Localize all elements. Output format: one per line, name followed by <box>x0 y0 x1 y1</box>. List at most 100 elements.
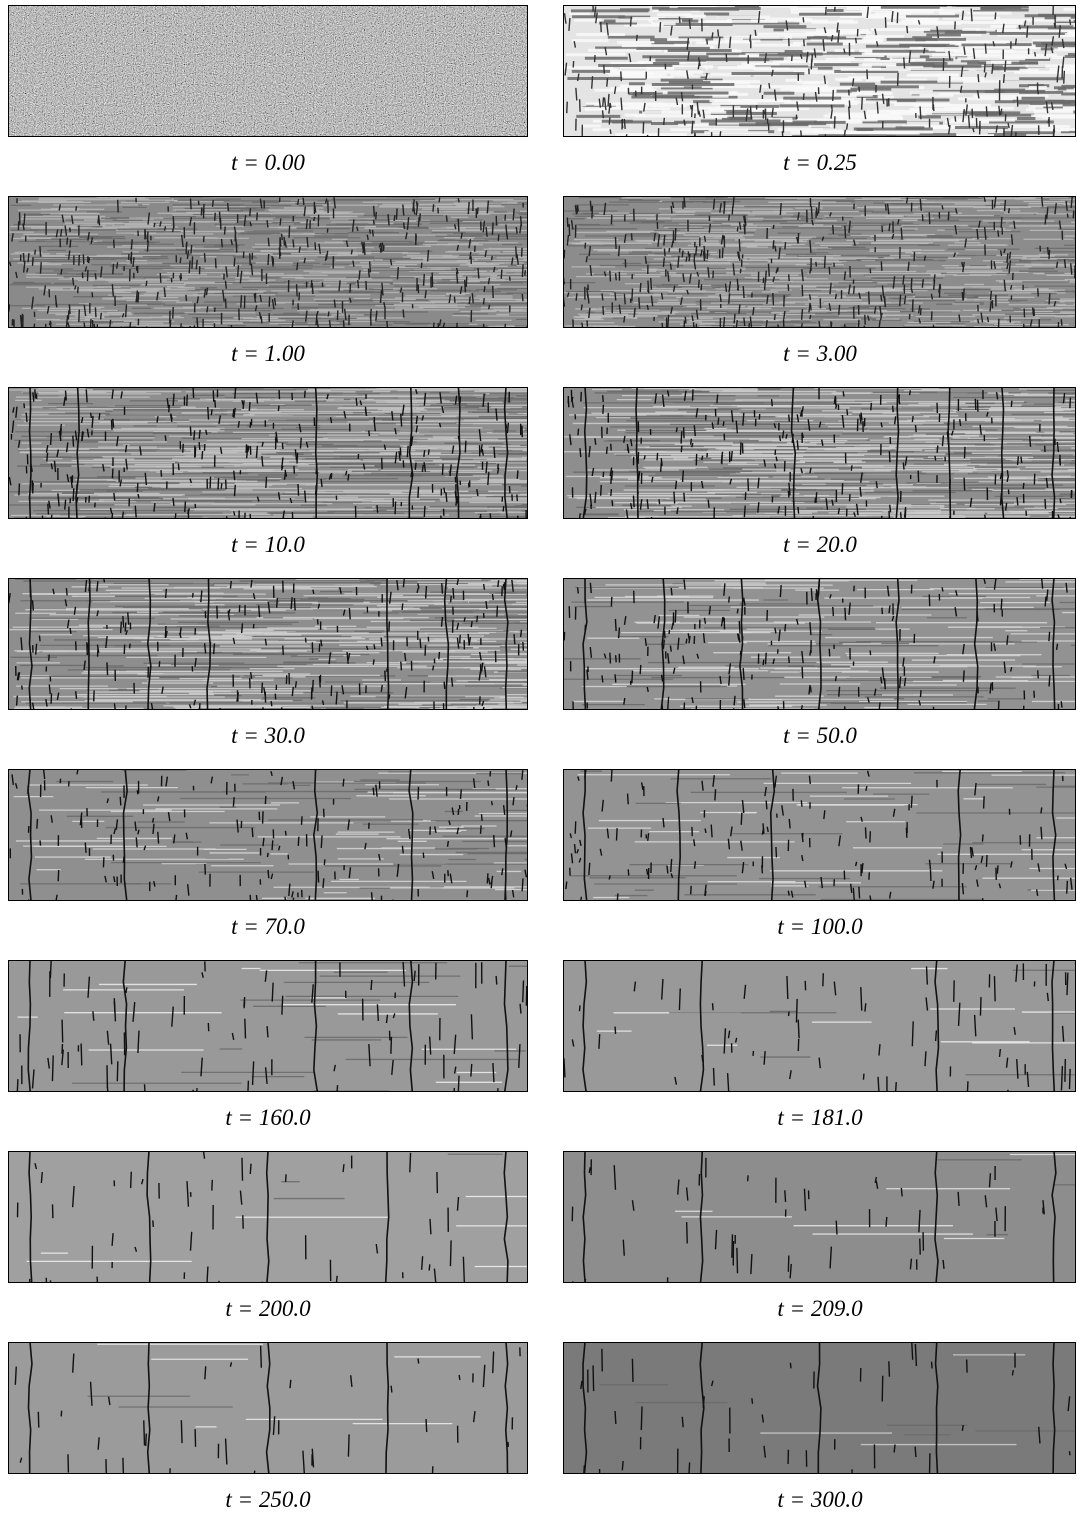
defect <box>126 304 127 317</box>
defect <box>699 280 700 288</box>
defect <box>789 415 790 422</box>
defect <box>839 305 840 315</box>
defect <box>24 403 25 408</box>
defect <box>637 35 638 41</box>
defect <box>998 230 999 236</box>
defect <box>225 281 226 289</box>
defect <box>592 206 593 219</box>
defect <box>314 217 315 221</box>
snapshot <box>8 196 610 340</box>
defect <box>729 293 730 303</box>
caption: t = 3.00 <box>783 341 857 366</box>
defect <box>937 445 938 452</box>
defect <box>877 102 878 114</box>
defect <box>881 422 882 427</box>
defect <box>315 206 316 213</box>
defect <box>404 222 405 228</box>
defect <box>306 219 307 229</box>
defect <box>424 506 425 517</box>
defect <box>484 324 485 333</box>
defect <box>22 314 23 323</box>
defect <box>692 315 693 321</box>
defect <box>191 198 192 209</box>
defect <box>912 416 913 422</box>
defect <box>197 317 198 327</box>
noise <box>8 5 528 137</box>
defect <box>977 229 978 239</box>
defect <box>835 294 836 299</box>
defect <box>202 451 203 459</box>
defect <box>70 240 71 248</box>
defect <box>743 413 744 426</box>
defect <box>89 257 90 263</box>
defect <box>405 653 406 661</box>
defect <box>493 286 494 298</box>
defect <box>920 106 921 119</box>
defect <box>1045 499 1046 509</box>
defect <box>226 298 227 308</box>
defect <box>670 263 671 269</box>
defect <box>154 223 155 227</box>
defect <box>23 253 24 262</box>
defect <box>723 421 724 426</box>
defect <box>978 74 979 82</box>
defect <box>819 202 820 214</box>
defect <box>180 257 181 263</box>
defect <box>267 220 268 227</box>
defect <box>776 457 777 462</box>
defect <box>881 516 882 524</box>
defect <box>262 456 263 467</box>
defect <box>567 102 568 114</box>
caption: t = 0.00 <box>231 150 305 175</box>
defect <box>692 105 693 117</box>
defect <box>1065 259 1066 268</box>
defect <box>1011 285 1012 289</box>
defect <box>611 489 612 496</box>
defect <box>748 478 749 491</box>
defect <box>810 315 811 319</box>
defect <box>28 253 29 262</box>
defect <box>955 116 956 121</box>
defect <box>39 636 40 642</box>
defect <box>722 248 723 259</box>
defect <box>675 481 676 489</box>
defect <box>569 18 570 31</box>
defect <box>1048 247 1049 255</box>
defect <box>33 483 34 494</box>
defect <box>458 219 459 232</box>
defect <box>367 235 368 240</box>
defect <box>261 316 262 323</box>
defect <box>196 260 197 270</box>
defect <box>99 413 100 420</box>
defect <box>960 419 961 426</box>
defect <box>1027 26 1028 38</box>
defect <box>522 294 523 301</box>
defect <box>853 78 854 86</box>
defect <box>1030 436 1031 447</box>
defect <box>92 292 93 297</box>
defect <box>1010 252 1011 259</box>
defect <box>350 284 351 293</box>
defect <box>736 320 737 328</box>
defect <box>466 277 467 287</box>
defect <box>851 465 852 471</box>
defect <box>516 227 517 234</box>
defect <box>76 206 77 211</box>
defect <box>469 297 470 305</box>
defect <box>45 324 46 333</box>
defect <box>138 494 139 498</box>
defect <box>1038 288 1039 296</box>
defect <box>816 492 817 503</box>
defect <box>433 204 434 212</box>
defect <box>744 317 745 326</box>
defect <box>444 488 445 493</box>
defect <box>112 469 113 479</box>
defect <box>788 491 789 498</box>
defect <box>959 314 960 321</box>
defect <box>773 293 774 305</box>
defect <box>454 297 455 303</box>
defect <box>609 117 610 124</box>
defect <box>775 314 776 320</box>
defect <box>963 288 964 299</box>
defect <box>826 7 827 15</box>
